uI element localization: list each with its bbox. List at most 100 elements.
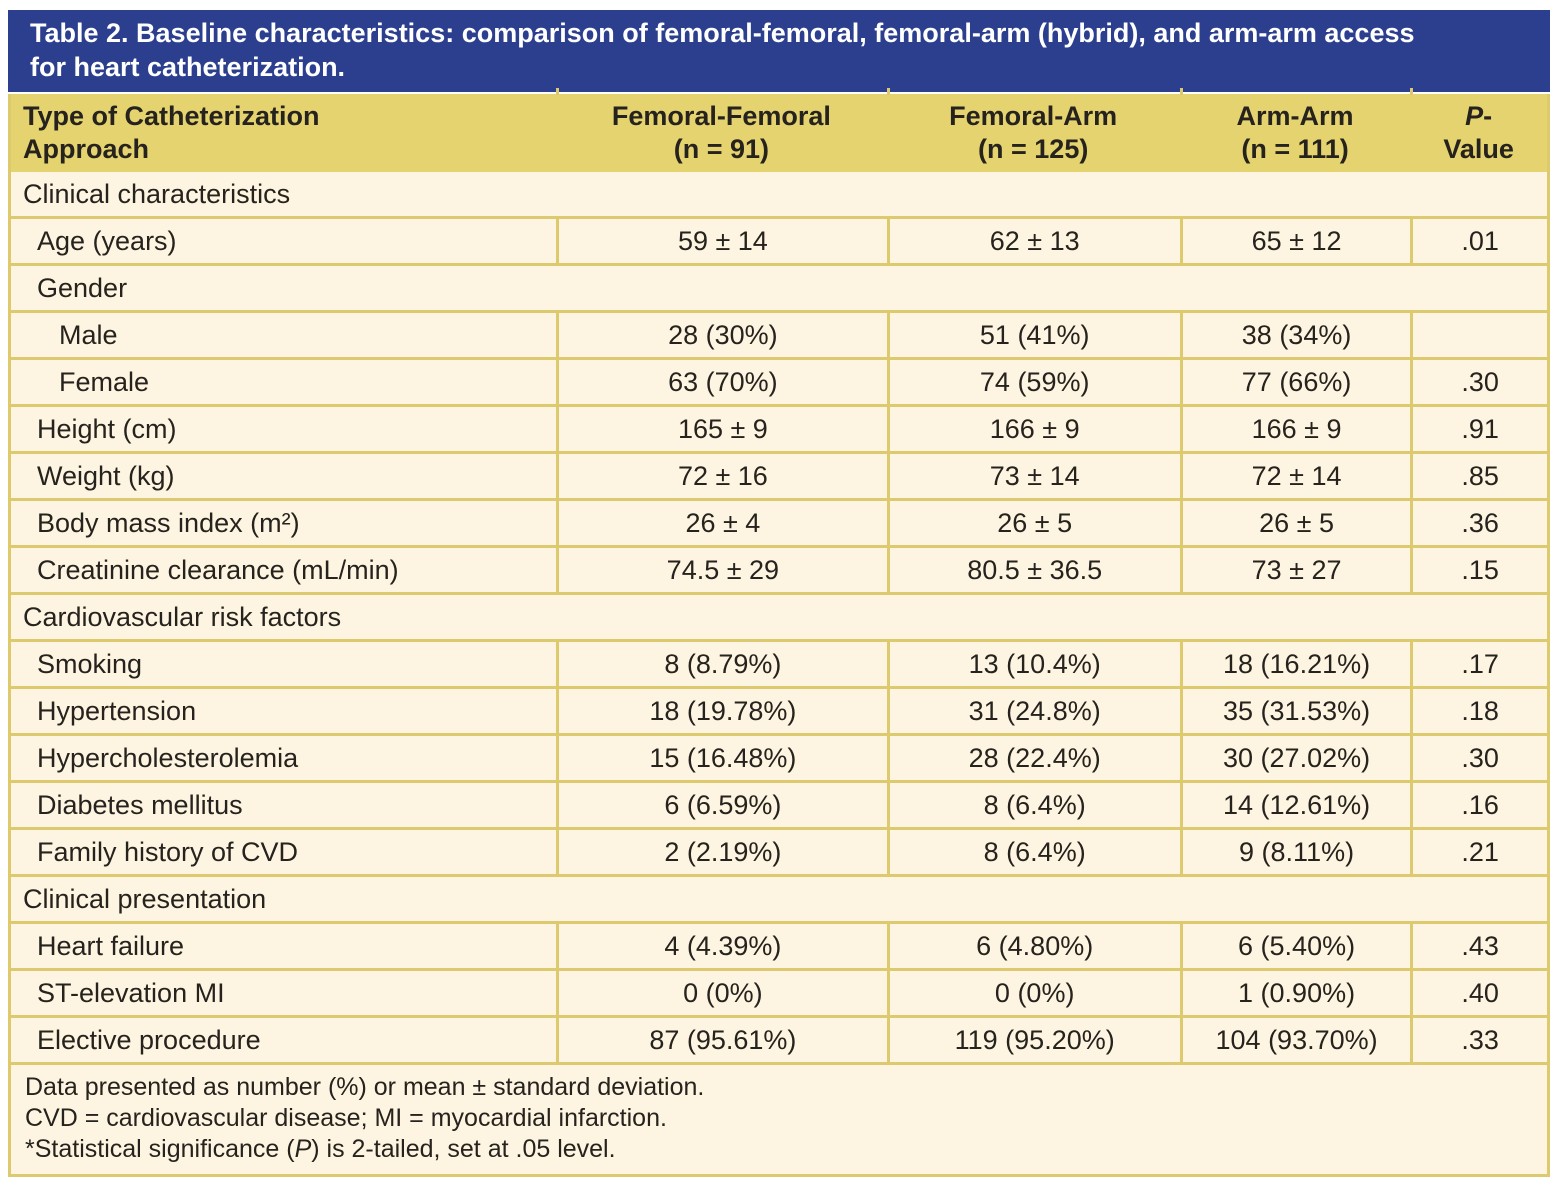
cell-value: .43 <box>1410 924 1547 968</box>
cell-value: 26 ± 4 <box>556 501 886 545</box>
cell-value: 6 (5.40%) <box>1179 924 1410 968</box>
table-row: ST-elevation MI 0 (0%) 0 (0%) 1 (0.90%) .40 <box>11 968 1547 1015</box>
row-label: Age (years) <box>37 226 177 256</box>
table-row: Elective procedure 87 (95.61%) 119 (95.20%… <box>11 1015 1547 1062</box>
header-arm-arm-label: Arm-Arm <box>1236 101 1354 131</box>
cell-value: 28 (22.4%) <box>886 736 1180 780</box>
row-label: Hypercholesterolemia <box>37 743 299 773</box>
row-label: Clinical characteristics <box>23 179 291 209</box>
row-label: Cardiovascular risk factors <box>23 602 342 632</box>
cell-value: 77 (66%) <box>1179 360 1410 404</box>
cell-value: .21 <box>1410 830 1547 874</box>
cell-value: 166 ± 9 <box>1179 407 1410 451</box>
row-label: Creatinine clearance (mL/min) <box>37 555 399 585</box>
table-row: Diabetes mellitus 6 (6.59%) 8 (6.4%) 14 (12… <box>11 780 1547 827</box>
cell-value: 62 ± 13 <box>886 219 1180 263</box>
cell-value: .17 <box>1410 642 1547 686</box>
cell-value: 74.5 ± 29 <box>556 548 886 592</box>
column-divider-tick <box>1410 88 1414 95</box>
table-row: Weight (kg) 72 ± 16 73 ± 14 72 ± 14.85 <box>11 451 1547 498</box>
table-row: Body mass index (m²) 26 ± 4 26 ± 5 26 ± 5.3… <box>11 498 1547 545</box>
row-label: Height (cm) <box>37 414 177 444</box>
row-label: Weight (kg) <box>37 461 175 491</box>
header-approach: Type of Catheterization Approach <box>11 94 556 172</box>
baseline-characteristics-table: Table 2. Baseline characteristics: compa… <box>8 10 1550 1177</box>
cell-value: 15 (16.48%) <box>556 736 886 780</box>
cell-value: 72 ± 14 <box>1179 454 1410 498</box>
cell-value: 9 (8.11%) <box>1179 830 1410 874</box>
footnote-data-format: Data presented as number (%) or mean ± s… <box>25 1073 705 1101</box>
cell-value: 65 ± 12 <box>1179 219 1410 263</box>
header-femoral-arm: Femoral-Arm (n = 125) <box>887 94 1180 172</box>
cell-value: 6 (6.59%) <box>556 783 886 827</box>
cell-value: .15 <box>1410 548 1547 592</box>
cell-value: 87 (95.61%) <box>556 1018 886 1062</box>
cell-value: 73 ± 14 <box>886 454 1180 498</box>
header-femoral-arm-label: Femoral-Arm <box>949 101 1118 131</box>
cell-value: .30 <box>1410 736 1547 780</box>
cell-value: 119 (95.20%) <box>886 1018 1180 1062</box>
cell-value: 2 (2.19%) <box>556 830 886 874</box>
cell-value: 165 ± 9 <box>556 407 886 451</box>
table-row: Height (cm) 165 ± 9 166 ± 9 166 ± 9.91 <box>11 404 1547 451</box>
cell-value: 80.5 ± 36.5 <box>886 548 1180 592</box>
cell-value: .18 <box>1410 689 1547 733</box>
cell-value: 13 (10.4%) <box>886 642 1180 686</box>
cell-value: 26 ± 5 <box>1179 501 1410 545</box>
header-femoral-femoral: Femoral-Femoral (n = 91) <box>556 94 886 172</box>
row-label: Heart failure <box>37 931 185 961</box>
header-femoral-femoral-label: Femoral-Femoral <box>611 101 831 131</box>
table-row: Female 63 (70%) 74 (59%) 77 (66%) .30 <box>11 357 1547 404</box>
table-row: Age (years) 59 ± 14 62 ± 13 65 ± 12.01 <box>11 216 1547 263</box>
row-label: Male <box>59 320 118 350</box>
row-label: Smoking <box>37 649 143 679</box>
cell-value: 63 (70%) <box>556 360 886 404</box>
cell-value: 28 (30%) <box>556 313 886 357</box>
row-label: Elective procedure <box>37 1025 261 1055</box>
cell-value: 30 (27.02%) <box>1179 736 1410 780</box>
table-row: Family history of CVD 2 (2.19%) 8 (6.4%) 9 … <box>11 827 1547 874</box>
cell-value: 104 (93.70%) <box>1179 1018 1410 1062</box>
footnote-significance: *Statistical significance (P) is 2-taile… <box>25 1135 616 1163</box>
header-arm-arm-n: (n = 111) <box>1241 134 1349 164</box>
cell-value: 38 (34%) <box>1179 313 1410 357</box>
header-p-value-line1: P- <box>1465 101 1493 131</box>
cell-value: 31 (24.8%) <box>886 689 1180 733</box>
cell-value: 8 (6.4%) <box>886 783 1180 827</box>
table-row: Hypercholesterolemia 15 (16.48%) 28 (22.4%… <box>11 733 1547 780</box>
column-divider-tick <box>886 88 890 95</box>
cell-value <box>1410 313 1547 357</box>
column-divider-tick <box>556 88 560 95</box>
row-label: Diabetes mellitus <box>37 790 243 820</box>
row-label: Hypertension <box>37 696 197 726</box>
cell-value: 26 ± 5 <box>886 501 1180 545</box>
cell-value: .33 <box>1410 1018 1547 1062</box>
cell-value: .01 <box>1410 219 1547 263</box>
row-label: Body mass index (m²) <box>37 508 300 538</box>
cell-value: 14 (12.61%) <box>1179 783 1410 827</box>
section-row: Gender <box>11 263 1547 310</box>
table-grid: Type of Catheterization Approach Femoral… <box>8 88 1550 1177</box>
cell-value: 4 (4.39%) <box>556 924 886 968</box>
cell-value: 74 (59%) <box>886 360 1180 404</box>
row-label: Clinical presentation <box>23 884 267 914</box>
cell-value: 59 ± 14 <box>556 219 886 263</box>
cell-value: .36 <box>1410 501 1547 545</box>
cell-value: 51 (41%) <box>886 313 1180 357</box>
header-approach-line1: Type of Catheterization <box>23 101 320 131</box>
cell-value: 8 (6.4%) <box>886 830 1180 874</box>
row-label: Female <box>59 367 150 397</box>
cell-value: .16 <box>1410 783 1547 827</box>
cell-value: 0 (0%) <box>556 971 886 1015</box>
table-row: Smoking 8 (8.79%) 13 (10.4%) 18 (16.21%) .17 <box>11 639 1547 686</box>
cell-value: .91 <box>1410 407 1547 451</box>
header-arm-arm: Arm-Arm (n = 111) <box>1180 94 1410 172</box>
cell-value: 72 ± 16 <box>556 454 886 498</box>
header-approach-line2: Approach <box>23 134 150 164</box>
table-row: Hypertension 18 (19.78%) 31 (24.8%) 35 (31.… <box>11 686 1547 733</box>
header-femoral-arm-n: (n = 125) <box>978 134 1089 164</box>
section-row: Clinical presentation <box>11 874 1547 921</box>
table-header-row: Type of Catheterization Approach Femoral… <box>11 94 1547 172</box>
table-body: Clinical characteristics Age (years) 59 ± … <box>11 172 1547 1062</box>
cell-value: .40 <box>1410 971 1547 1015</box>
